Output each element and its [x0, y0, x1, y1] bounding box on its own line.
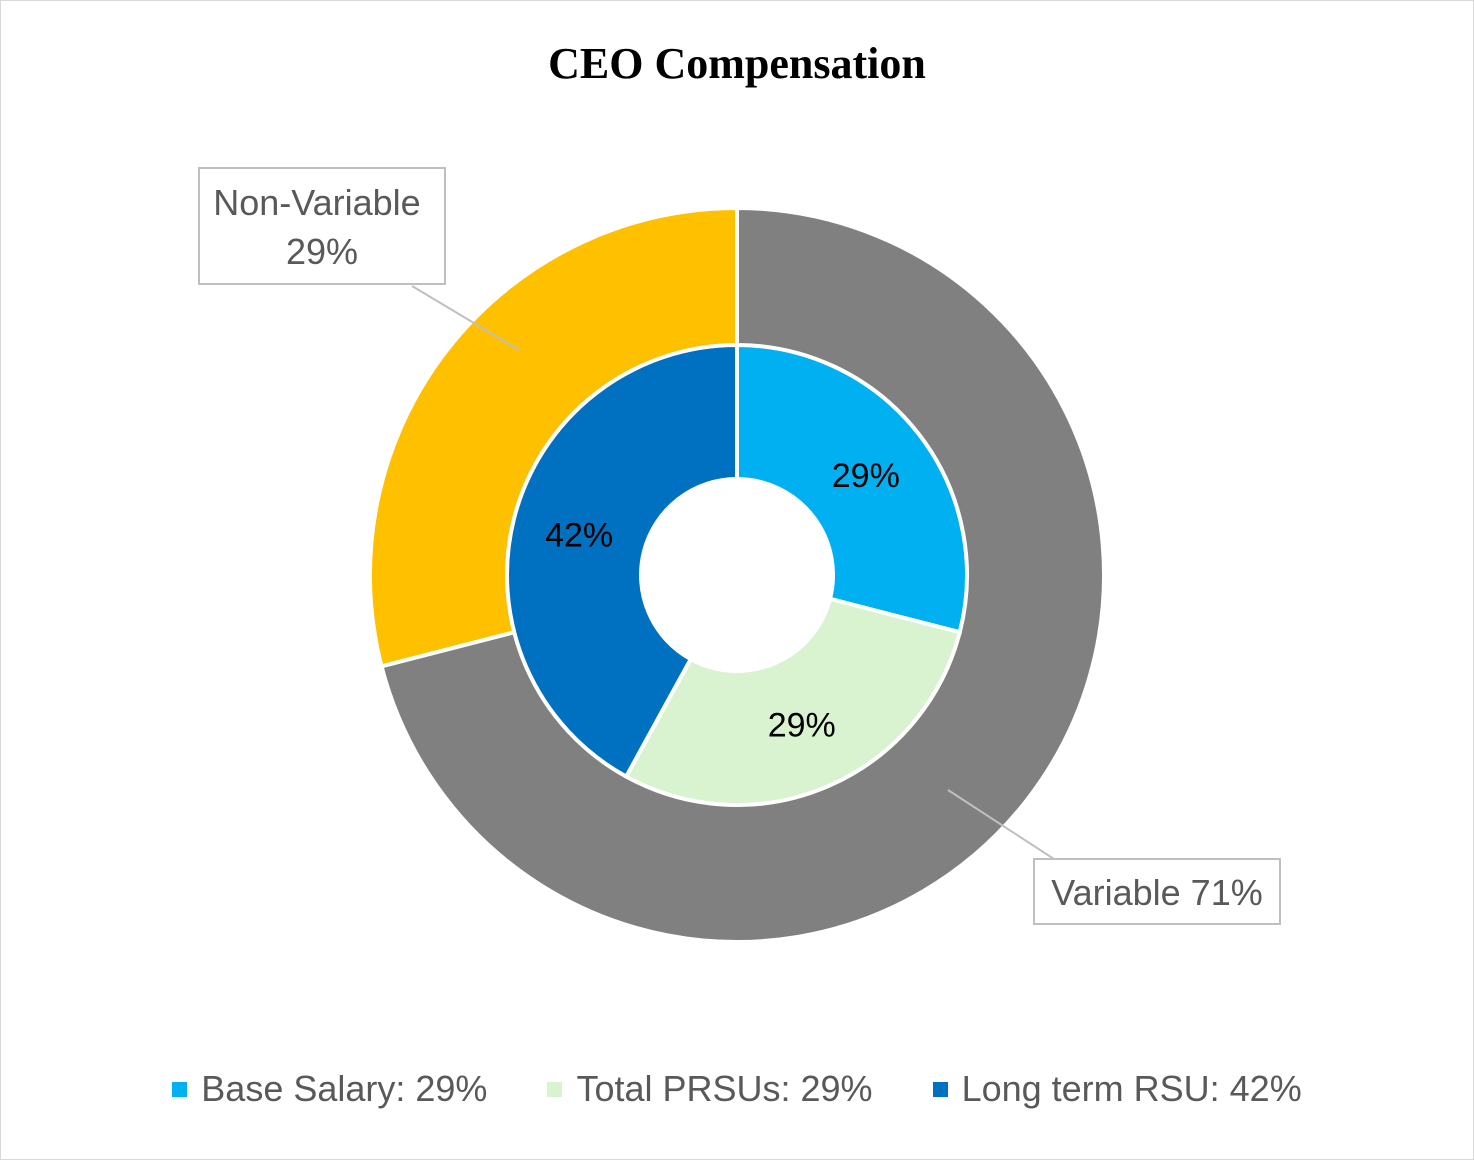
- data-label-long-term-rsu: 42%: [545, 516, 613, 554]
- legend-item-long-term-rsu: Long term RSU: 42%: [932, 1068, 1302, 1110]
- data-label-base-salary: 29%: [832, 457, 900, 495]
- callout-label-variable: Variable 71%: [1051, 872, 1262, 913]
- legend-swatch-total-prsus: [547, 1081, 563, 1097]
- callout-label-non-variable: Non-Variable 29%: [213, 182, 430, 272]
- chart-title: CEO Compensation: [548, 39, 926, 88]
- leader-line-variable: [947, 789, 1055, 860]
- inner-ring-slice-total-prsus: [623, 596, 963, 807]
- legend-label-total-prsus: Total PRSUs: 29%: [576, 1068, 873, 1109]
- inner-labels: 29% 29% 42%: [545, 457, 900, 744]
- inner-ring-slice-long-term-rsu: [505, 342, 739, 780]
- outer-ring: [368, 205, 1106, 944]
- callout-variable: Variable 71%: [947, 789, 1281, 925]
- legend-label-long-term-rsu: Long term RSU: 42%: [961, 1068, 1302, 1109]
- callout-box-variable: [1033, 858, 1281, 925]
- legend-label-base-salary: Base Salary: 29%: [201, 1068, 488, 1109]
- inner-ring: [505, 342, 969, 807]
- callout-non-variable: Non-Variable 29%: [198, 167, 520, 351]
- legend-swatch-base-salary: [172, 1081, 188, 1097]
- callout-box-non-variable: [198, 167, 446, 285]
- legend-swatch-long-term-rsu: [932, 1081, 948, 1097]
- data-label-total-prsus: 29%: [768, 707, 836, 745]
- inner-ring-slice-base-salary: [735, 342, 969, 635]
- legend-item-total-prsus: Total PRSUs: 29%: [547, 1068, 873, 1110]
- legend: Base Salary: 29% Total PRSUs: 29% Long t…: [0, 1068, 1474, 1110]
- legend-item-base-salary: Base Salary: 29%: [172, 1068, 487, 1110]
- leader-line-non-variable: [411, 285, 520, 351]
